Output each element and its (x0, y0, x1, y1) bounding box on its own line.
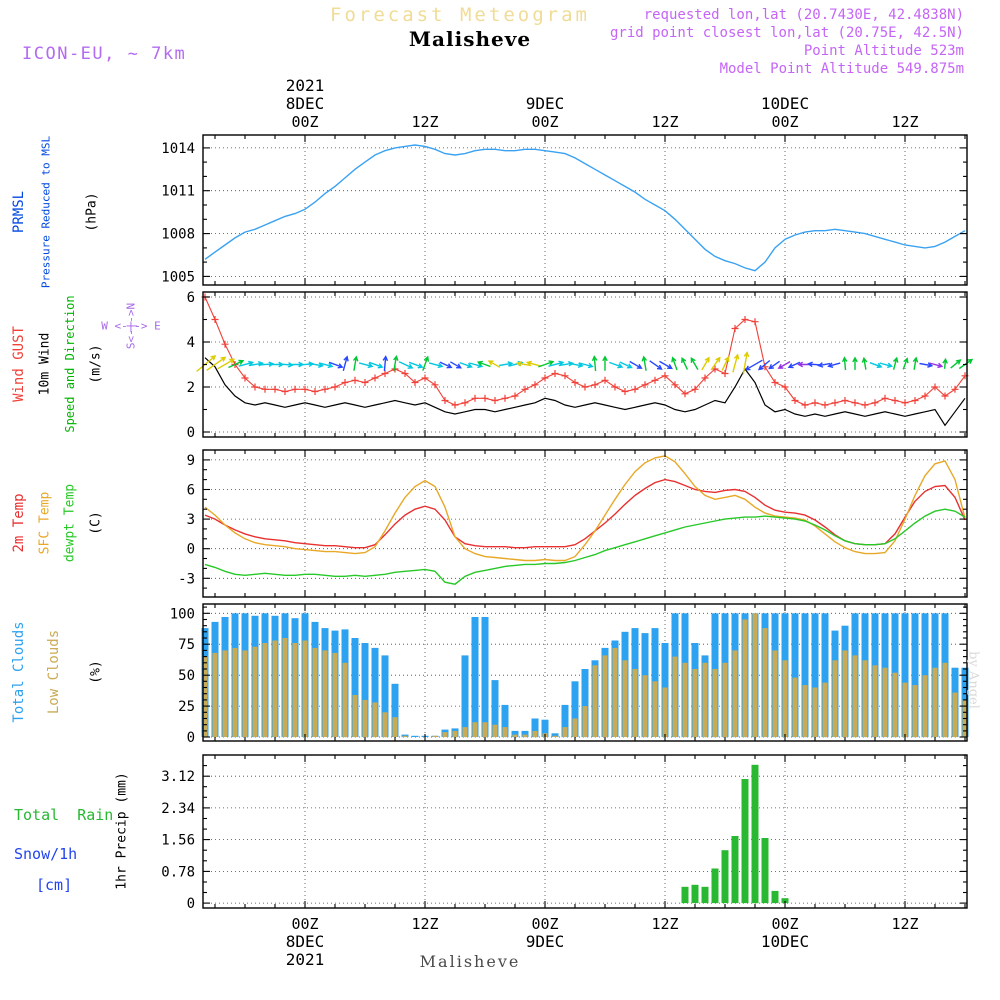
clouds-ytick-label: 50 (178, 668, 195, 684)
time-axis-label: 00Z (291, 915, 318, 933)
temperature-ytick-label: -3 (178, 571, 195, 587)
time-axis-label: 00Z (531, 113, 558, 131)
series-wind-gust (201, 293, 969, 409)
model-point-altitude: Model Point Altitude 549.875m (719, 61, 964, 77)
temperature-ytick-label: 0 (187, 542, 195, 558)
c-unit-label: (C) (88, 511, 104, 535)
series-wind-10m (204, 357, 966, 427)
cm-unit-label: [cm] (36, 876, 73, 894)
wind-ytick-label: 2 (187, 380, 195, 396)
panel-clouds: 0 25 50 75 100 (170, 603, 969, 746)
series-prmsl (204, 144, 966, 272)
ms-unit-label: (m/s) (88, 344, 104, 384)
precip-ytick-label: 0 (187, 896, 195, 912)
series-dewpoint (204, 508, 966, 585)
wind-direction-arrows (196, 351, 974, 375)
time-axis-label: 10DEC (761, 94, 809, 113)
temp-2m-label: 2m Temp (11, 493, 27, 553)
time-axis-label: 2021 (286, 76, 325, 95)
wind-ytick-label: 0 (187, 425, 195, 441)
grid-point-lonlat: grid point closest lon,lat (20.75E, 42.5… (609, 25, 964, 41)
pressure-ytick-label: 1005 (161, 269, 195, 285)
prmsl-long-label: Pressure Reduced to MSL (39, 135, 53, 289)
precip-axis-label: 1hr Precip (mm) (114, 772, 130, 890)
time-axis-label: 00Z (291, 113, 318, 131)
time-axis-label: 2021 (286, 950, 325, 969)
total-clouds-label: Total Clouds (11, 621, 27, 723)
precip-ytick-label: 0.78 (161, 864, 195, 880)
time-axis-label: 9DEC (526, 932, 565, 951)
temperature-ytick-label: 3 (187, 512, 195, 528)
series-rain-1h (681, 764, 789, 904)
time-axis-label: 8DEC (286, 932, 325, 951)
panel-wind: 0 2 4 6 (187, 290, 974, 441)
panel-pressure: 1005 1008 1011 1014 (161, 134, 968, 286)
time-axis-label: 12Z (651, 915, 678, 933)
time-axis-label: 00Z (531, 915, 558, 933)
time-axis-label: 00Z (771, 113, 798, 131)
time-axis-label: 10DEC (761, 932, 809, 951)
low-clouds-label: Low Clouds (46, 629, 62, 715)
pressure-ytick-label: 1014 (161, 141, 195, 157)
model-label: ICON-EU, ~ 7km (22, 44, 187, 64)
requested-lonlat: requested lon,lat (20.7430E, 42.4838N) (643, 7, 964, 23)
time-axis-label: 12Z (891, 113, 918, 131)
request-info: requested lon,lat (20.7430E, 42.4838N) g… (610, 6, 964, 78)
footer-station-label: Malisheve (419, 952, 521, 971)
time-axis-label: 12Z (651, 113, 678, 131)
hpa-unit-label: (hPa) (84, 192, 100, 232)
pressure-ytick-label: 1011 (161, 184, 195, 200)
point-altitude: Point Altitude 523m (803, 43, 964, 59)
page-title: Forecast Meteogram (330, 4, 590, 26)
clouds-ytick-label: 0 (187, 730, 195, 746)
prmsl-label: PRMSL (11, 190, 27, 234)
precip-ytick-label: 2.34 (161, 801, 195, 817)
time-axis-label: 8DEC (286, 94, 325, 113)
pct-unit-label: (%) (88, 660, 104, 684)
precip-ytick-label: 3.12 (161, 769, 195, 785)
total-rain-label: Total Rain (14, 806, 114, 824)
compass-we-label: W <-|-> E (101, 319, 161, 333)
clouds-ytick-label: 25 (178, 699, 195, 715)
time-axis-label: 12Z (411, 113, 438, 131)
snow-label: Snow/1h (14, 845, 78, 863)
wind-ytick-label: 6 (187, 290, 195, 306)
time-axis-label: 12Z (891, 915, 918, 933)
time-axis-label: 12Z (411, 915, 438, 933)
temperature-ytick-label: 6 (187, 483, 195, 499)
time-axis-label: 9DEC (526, 94, 565, 113)
precip-ytick-label: 1.56 (161, 833, 195, 849)
wind-speed-dir-label: Speed and Direction (63, 295, 77, 433)
pressure-ytick-label: 1008 (161, 227, 195, 243)
temp-sfc-label: SFC Temp (37, 491, 53, 555)
watermark: by Angel (965, 651, 981, 709)
dewpt-label: dewpt Temp (62, 483, 78, 563)
series-temp-sfc (204, 455, 966, 562)
station-title: Malisheve (408, 27, 532, 51)
temperature-ytick-label: 9 (187, 453, 195, 469)
wind-gust-label: Wind GUST (11, 326, 27, 402)
wind-ytick-label: 4 (187, 335, 195, 351)
panel-temperature: -3 0 3 6 9 (178, 449, 968, 598)
panel-precip: 0 0.78 1.56 2.34 3.12 (161, 754, 968, 912)
clouds-ytick-label: 75 (178, 637, 195, 653)
series-low-clouds (202, 613, 968, 738)
clouds-ytick-label: 100 (170, 606, 195, 622)
time-axis-label: 00Z (771, 915, 798, 933)
wind-10m-label: 10m Wind (37, 332, 53, 396)
